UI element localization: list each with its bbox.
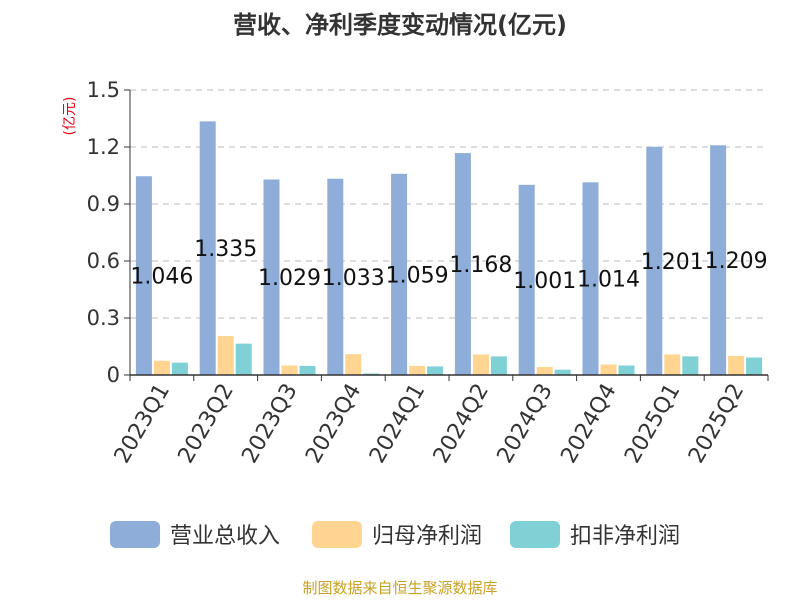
legend-label-revenue: 营业总收入: [170, 524, 280, 549]
deducted-profit-bar: [618, 365, 635, 375]
y-tick-label: 0.6: [87, 249, 120, 273]
chart-title: 营收、净利季度变动情况(亿元): [233, 11, 567, 39]
y-tick-label: 1.2: [87, 135, 120, 159]
legend-swatch-revenue: [110, 521, 160, 548]
revenue-bar: [135, 176, 152, 375]
revenue-bar: [518, 184, 535, 375]
legend-swatch-net-profit: [312, 521, 362, 548]
x-tick-label: 2024Q2: [429, 380, 494, 468]
x-tick-label: 2024Q1: [365, 379, 430, 467]
data-label: 1.209: [705, 249, 768, 274]
x-tick-label: 2023Q1: [110, 380, 175, 468]
data-label: 1.014: [577, 268, 640, 293]
net-profit-bar: [345, 354, 362, 375]
x-tick-label: 2023Q3: [237, 380, 302, 468]
x-tick-label: 2023Q2: [174, 380, 239, 468]
net-profit-bar: [664, 354, 681, 375]
net-profit-bar: [153, 360, 170, 375]
revenue-bar: [710, 145, 727, 375]
revenue-bar: [582, 182, 599, 375]
data-label: 1.001: [513, 269, 576, 294]
revenue-bar: [199, 121, 216, 375]
x-tick-label: 2024Q3: [493, 380, 558, 468]
legend-item-revenue[interactable]: 营业总收入: [110, 521, 280, 549]
data-label: 1.168: [449, 253, 512, 278]
revenue-bar: [454, 153, 471, 375]
revenue-bar: [263, 179, 280, 375]
y-tick-label: 0: [107, 363, 120, 387]
data-label: 1.033: [322, 266, 385, 291]
data-label: 1.335: [194, 237, 257, 262]
x-tick-label: 2025Q2: [684, 380, 749, 468]
deducted-profit-bar: [171, 362, 188, 375]
net-profit-bar: [217, 336, 234, 375]
net-profit-bar: [728, 356, 745, 375]
deducted-profit-bar: [363, 373, 380, 375]
legend-label-deducted-profit: 扣非净利润: [570, 524, 680, 549]
deducted-profit-bar: [299, 365, 316, 375]
net-profit-bar: [409, 365, 426, 375]
y-tick-label: 0.3: [87, 306, 120, 330]
data-label: 1.046: [130, 265, 193, 290]
deducted-profit-bar: [427, 366, 444, 375]
deducted-profit-bar: [746, 357, 763, 375]
deducted-profit-bar: [490, 356, 507, 375]
data-label: 1.201: [641, 250, 704, 275]
net-profit-bar: [281, 365, 298, 375]
y-tick-label: 1.5: [87, 78, 120, 102]
legend-label-net-profit: 归母净利润: [372, 524, 482, 549]
x-tick-label: 2023Q4: [301, 380, 366, 468]
data-label: 1.029: [258, 266, 321, 291]
y-tick-label: 0.9: [87, 192, 120, 216]
legend-item-net-profit[interactable]: 归母净利润: [312, 521, 482, 549]
net-profit-bar: [600, 364, 617, 375]
y-unit-label: (亿元): [62, 97, 78, 136]
source-note: 制图数据来自恒生聚源数据库: [302, 579, 497, 597]
net-profit-bar: [472, 354, 489, 375]
deducted-profit-bar: [682, 356, 699, 375]
data-label: 1.059: [386, 263, 449, 288]
legend-swatch-deducted-profit: [510, 521, 560, 548]
revenue-bar: [327, 178, 344, 375]
net-profit-bar: [536, 367, 553, 375]
revenue-bar: [646, 146, 663, 375]
x-tick-label: 2024Q4: [556, 380, 621, 468]
revenue-bar: [391, 173, 408, 375]
deducted-profit-bar: [235, 343, 252, 375]
legend: 营业总收入 归母净利润 扣非净利润: [110, 521, 680, 549]
legend-item-deducted-profit[interactable]: 扣非净利润: [510, 521, 680, 549]
bar-layer: [135, 121, 763, 375]
grid-layer: [130, 89, 768, 319]
x-tick-label: 2025Q1: [620, 380, 685, 468]
deducted-profit-bar: [554, 369, 571, 375]
